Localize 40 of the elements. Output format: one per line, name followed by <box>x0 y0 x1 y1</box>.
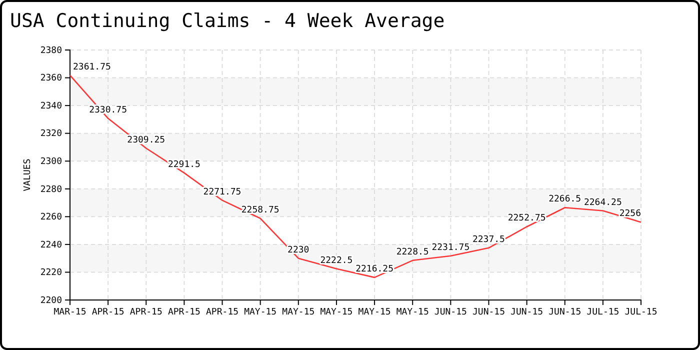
y-axis-title: VALUES <box>23 158 33 192</box>
x-tick-label: MAY-15 <box>282 307 315 318</box>
y-tick-label: 2320 <box>40 129 62 140</box>
y-tick-label: 2280 <box>40 184 62 195</box>
x-tick-label: JUN-15 <box>510 307 544 318</box>
x-tick-label: JUN-15 <box>548 307 582 318</box>
y-tick-label: 2220 <box>40 268 62 278</box>
data-label: 2231.75 <box>432 242 470 253</box>
x-tick-label: JUL-15 <box>624 307 658 318</box>
y-tick-label: 2300 <box>40 156 62 167</box>
y-tick-label: 2240 <box>40 240 62 250</box>
x-tick-label: MAY-15 <box>244 307 277 318</box>
x-tick-label: MAR-15 <box>54 307 86 318</box>
y-tick-label: 2200 <box>40 296 62 306</box>
y-tick-label: 2380 <box>40 46 62 56</box>
data-label: 2266.5 <box>548 194 582 205</box>
x-tick-label: APR-15 <box>206 307 239 318</box>
data-label: 2228.5 <box>396 247 429 258</box>
x-tick-label: JUL-15 <box>586 307 620 318</box>
x-tick-label: JUN-15 <box>472 307 505 318</box>
x-tick-label: APR-15 <box>168 307 200 318</box>
x-tick-label: MAY-15 <box>358 307 391 318</box>
data-label: 2237.5 <box>472 234 505 245</box>
data-label: 2216.25 <box>356 264 394 274</box>
y-tick-label: 2260 <box>40 212 62 223</box>
data-label: 2256 <box>619 209 641 220</box>
data-label: 2222.5 <box>320 256 353 266</box>
x-tick-label: APR-15 <box>92 307 124 318</box>
data-label: 2361.75 <box>73 62 111 72</box>
x-tick-label: MAY-15 <box>396 307 429 318</box>
line-series <box>69 74 642 278</box>
x-tick-label: MAY-15 <box>320 307 353 318</box>
x-tick-label: JUN-15 <box>434 307 467 318</box>
y-tick-label: 2340 <box>40 101 62 112</box>
chart-title: USA Continuing Claims - 4 Week Average <box>10 10 445 32</box>
y-tick-label: 2360 <box>40 74 62 84</box>
data-label: 2264.25 <box>584 198 622 208</box>
x-tick-label: APR-15 <box>130 307 162 318</box>
data-label: 2258.75 <box>241 205 280 216</box>
data-label: 2252.75 <box>508 214 546 224</box>
